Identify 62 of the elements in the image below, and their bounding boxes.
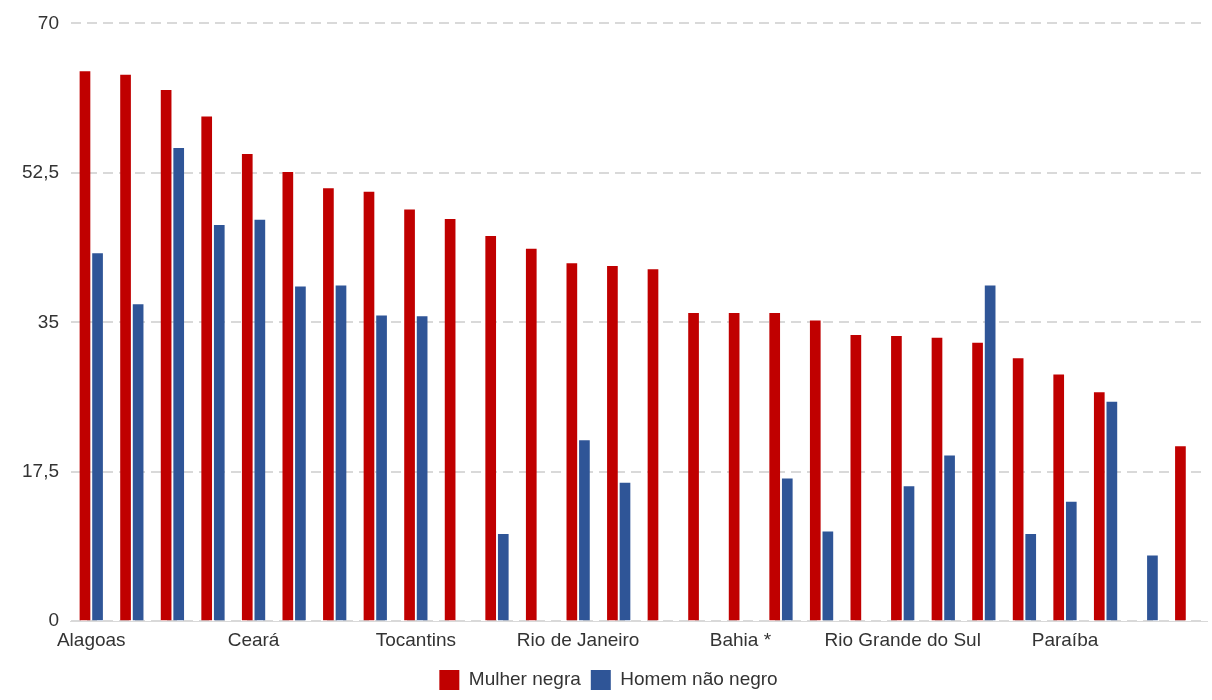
bar [822,531,834,621]
legend-label: Mulher negra [468,668,582,690]
x-tick-label: Tocantins [375,628,456,650]
bar [972,342,983,621]
y-tick-label: 0 [48,609,59,631]
bar [944,455,955,621]
bar [363,191,375,621]
bar [579,440,590,621]
x-tick-label: Rio Grande do Sul [824,628,981,650]
bar [850,335,862,621]
x-tick-label: Rio de Janeiro [516,628,640,650]
bar [728,312,740,621]
bar [769,312,781,621]
bar [931,337,943,621]
bar [241,154,253,621]
x-tick-label: Alagoas [56,628,126,650]
bar [809,320,821,621]
bar [404,209,415,621]
bar [1175,446,1186,621]
bar [1147,555,1158,621]
bar [254,219,266,621]
bar [376,315,387,621]
bar [160,90,172,621]
bar [619,482,631,621]
bar [295,286,306,621]
bar [416,316,428,621]
bar [607,265,618,621]
y-tick-label: 52,5 [22,161,59,183]
bar [647,269,659,621]
bar [282,172,294,621]
bar [132,304,144,621]
bar [1106,401,1118,621]
bar [566,263,578,621]
bar [781,478,793,621]
legend-label: Homem não negro [620,668,778,690]
bar [1065,501,1077,621]
bar [1053,374,1065,621]
bar [335,285,347,621]
bar [1012,358,1024,621]
bar [497,534,509,621]
bar [92,253,103,621]
bar [688,312,699,621]
bar [525,248,537,621]
bar [891,335,902,621]
bar [323,188,334,621]
x-tick-label: Ceará [227,628,280,650]
x-tick-label: Paraíba [1031,628,1099,650]
bar [213,224,225,621]
bar [485,236,497,621]
y-tick-label: 35 [37,310,59,332]
bar [79,71,91,621]
bar [120,74,131,621]
bar [1025,534,1037,621]
bar [903,486,915,621]
x-tick-label: Bahia * [709,628,772,650]
bar [1093,392,1105,621]
y-tick-label: 17,5 [22,459,59,481]
bar [173,148,185,621]
y-tick-label: 70 [37,11,59,33]
bar [201,116,213,621]
bar [984,285,996,621]
bar [444,218,456,621]
